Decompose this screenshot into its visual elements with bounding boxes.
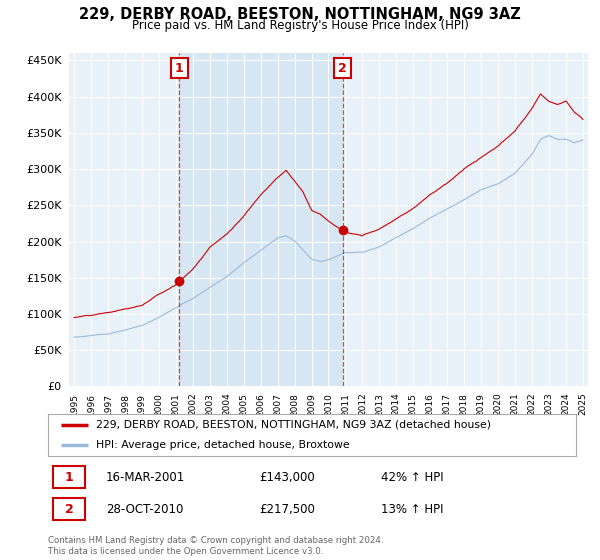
Text: Price paid vs. HM Land Registry's House Price Index (HPI): Price paid vs. HM Land Registry's House … <box>131 19 469 32</box>
Text: 229, DERBY ROAD, BEESTON, NOTTINGHAM, NG9 3AZ (detached house): 229, DERBY ROAD, BEESTON, NOTTINGHAM, NG… <box>95 420 491 430</box>
Text: 1: 1 <box>65 471 73 484</box>
FancyBboxPatch shape <box>53 498 85 520</box>
FancyBboxPatch shape <box>53 466 85 488</box>
Text: Contains HM Land Registry data © Crown copyright and database right 2024.
This d: Contains HM Land Registry data © Crown c… <box>48 536 383 556</box>
Text: 2: 2 <box>338 62 347 74</box>
Bar <box>179 53 343 386</box>
Text: 42% ↑ HPI: 42% ↑ HPI <box>380 471 443 484</box>
Text: 2: 2 <box>65 503 73 516</box>
Text: 1: 1 <box>175 62 184 74</box>
Text: 28-OCT-2010: 28-OCT-2010 <box>106 503 184 516</box>
Text: £143,000: £143,000 <box>259 471 315 484</box>
Text: 13% ↑ HPI: 13% ↑ HPI <box>380 503 443 516</box>
Text: 229, DERBY ROAD, BEESTON, NOTTINGHAM, NG9 3AZ: 229, DERBY ROAD, BEESTON, NOTTINGHAM, NG… <box>79 7 521 22</box>
Text: £217,500: £217,500 <box>259 503 315 516</box>
Text: 16-MAR-2001: 16-MAR-2001 <box>106 471 185 484</box>
Text: HPI: Average price, detached house, Broxtowe: HPI: Average price, detached house, Brox… <box>95 440 349 450</box>
